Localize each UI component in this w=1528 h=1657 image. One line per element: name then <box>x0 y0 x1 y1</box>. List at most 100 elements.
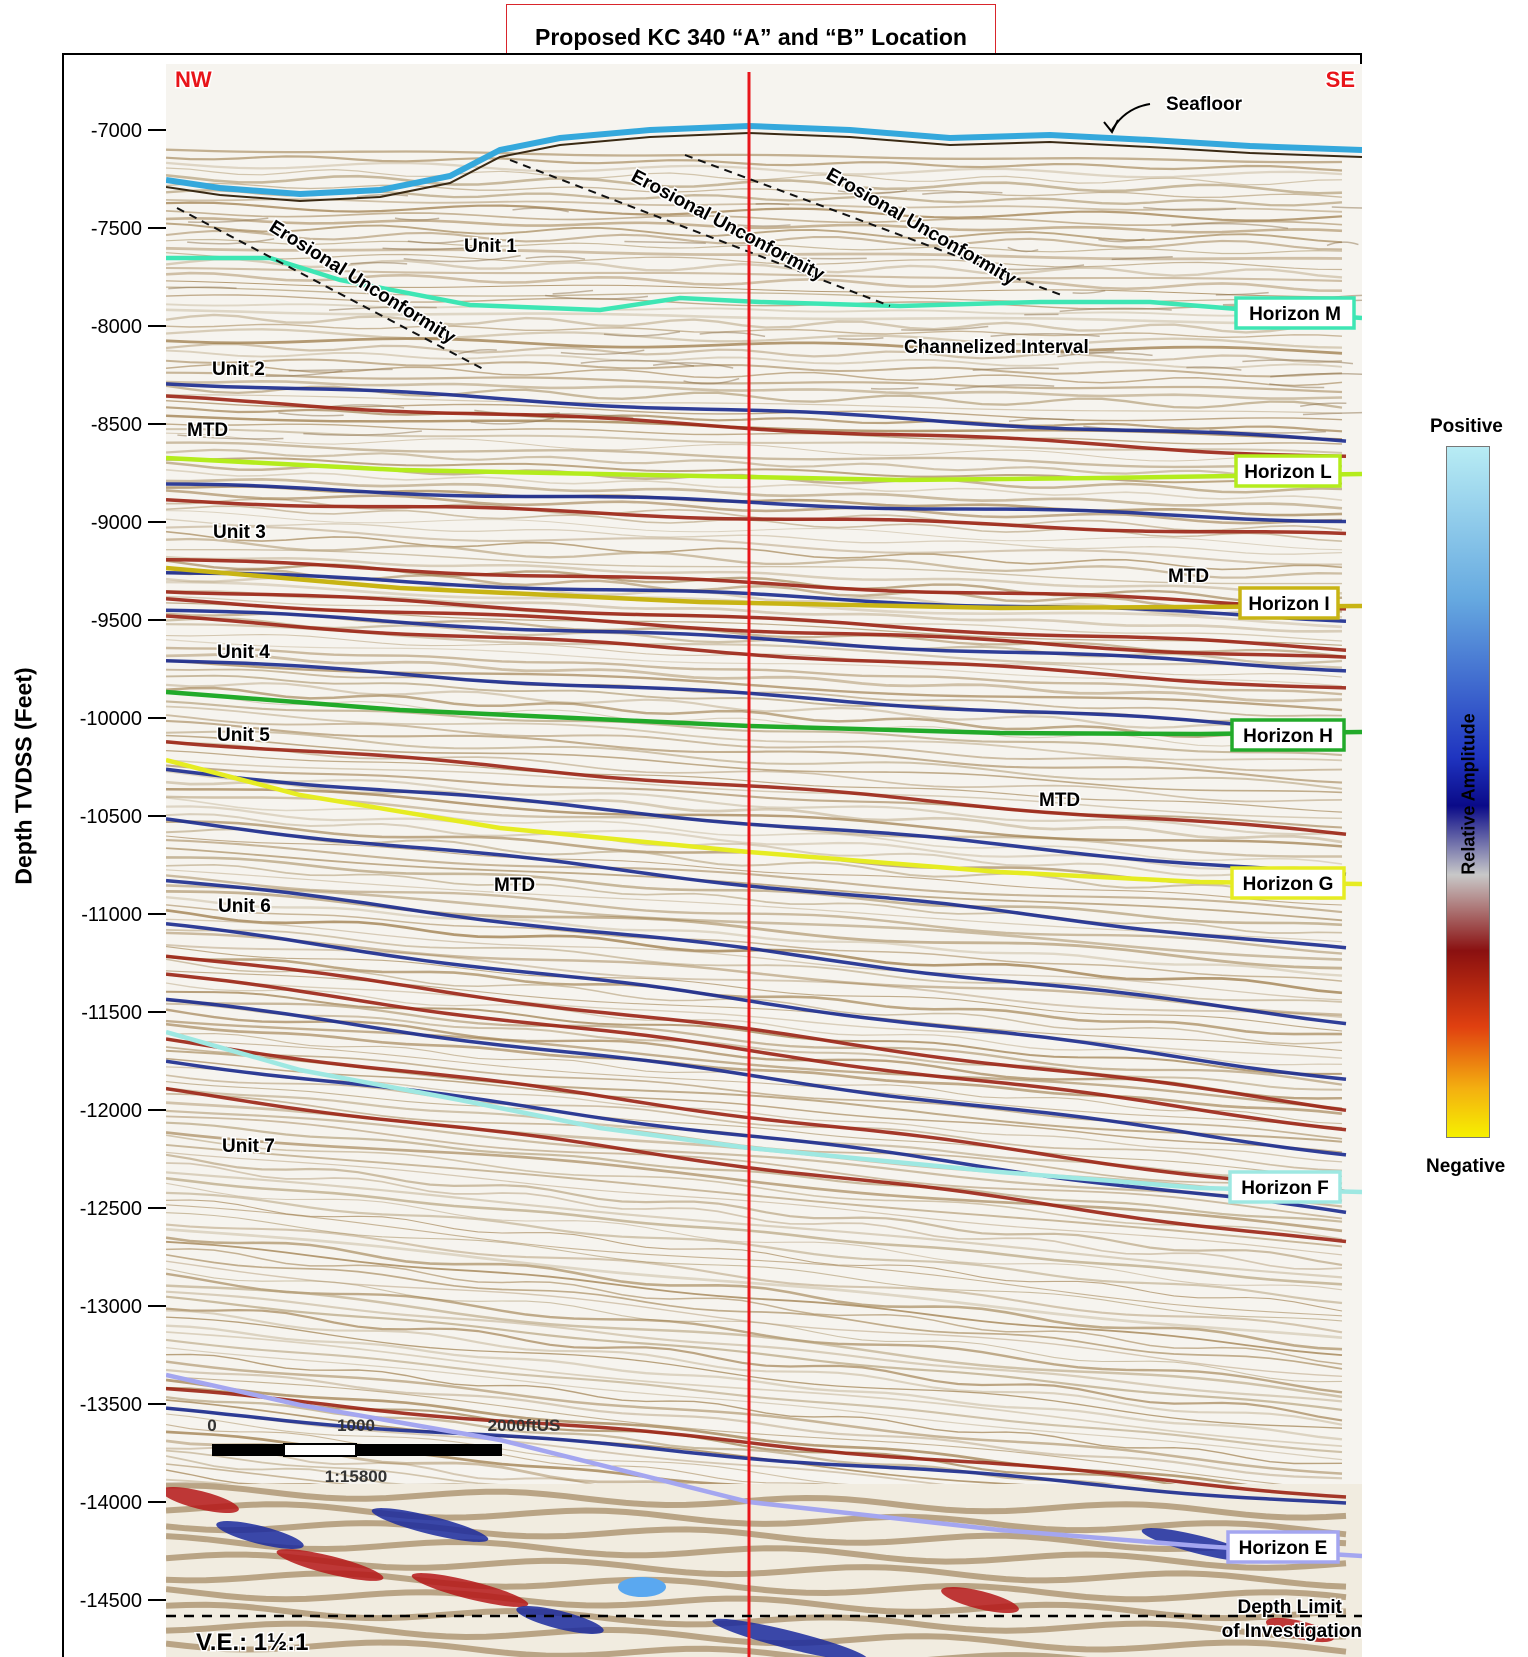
y-tick-label: -7500 <box>91 218 142 240</box>
reflector-trace <box>166 734 1343 794</box>
reflector-trace <box>166 835 1343 906</box>
amplitude-reflector <box>166 1037 1347 1194</box>
reflector-trace <box>166 617 1343 665</box>
chaotic-reflector <box>1331 206 1362 209</box>
reflector-trace <box>166 764 1343 829</box>
deep-reflector <box>166 1639 1088 1657</box>
amplitude-reflector <box>166 1406 1347 1505</box>
deep-amplitude-blob <box>371 1508 489 1542</box>
amplitude-reflector <box>166 394 1347 459</box>
reflector-trace <box>166 1324 1343 1441</box>
reflector-trace <box>166 1002 1343 1091</box>
amplitude-reflector <box>166 482 1347 524</box>
reflector-trace <box>166 432 1343 462</box>
reflector-trace <box>166 1134 1343 1240</box>
chaotic-reflector <box>1269 383 1325 389</box>
reflector-trace <box>166 167 1343 186</box>
chaotic-reflector <box>1186 366 1242 371</box>
reflector-trace <box>166 999 1343 1086</box>
deep-reflector <box>166 1533 1347 1571</box>
reflector-trace <box>166 323 1343 339</box>
reflector-trace <box>166 246 1343 261</box>
reflector-trace <box>166 955 1343 1036</box>
reflector-trace <box>166 890 1343 970</box>
chaotic-reflector <box>458 349 497 355</box>
amplitude-reflector <box>166 972 1347 1132</box>
erosional-unconformity-dash <box>684 154 1065 297</box>
reflector-trace <box>166 379 1343 400</box>
reflector-trace <box>166 406 1343 433</box>
reflector-trace <box>166 797 1343 865</box>
chaotic-reflector <box>901 325 989 331</box>
y-tick-label: -13000 <box>80 1296 142 1318</box>
horizon-label: Horizon I <box>1248 594 1329 615</box>
reflector-trace <box>166 1353 1343 1465</box>
horizon-label-box <box>1234 296 1356 330</box>
horizon-label: Horizon G <box>1243 874 1334 895</box>
chaotic-reflector <box>1242 359 1354 365</box>
amplitude-reflector <box>166 767 1347 876</box>
chaotic-reflector <box>1111 256 1173 261</box>
chaotic-reflector <box>394 217 440 221</box>
reflector-trace <box>166 1347 1343 1461</box>
y-tick-label: -10000 <box>80 708 142 730</box>
reflector-trace <box>166 457 1343 485</box>
reflector-trace <box>166 742 1343 803</box>
amplitude-reflector <box>166 817 1347 950</box>
scale-ratio-label: 1:15800 <box>325 1467 387 1486</box>
reflector-trace <box>166 974 1343 1059</box>
horizon-lines <box>166 122 1362 1559</box>
chaotic-reflector <box>350 261 408 265</box>
chaotic-reflector <box>407 238 474 244</box>
reflector-trace <box>166 349 1343 369</box>
chaotic-reflector <box>1072 289 1106 294</box>
reflector-trace <box>166 489 1343 525</box>
scale-bar-tick-label: 1000 <box>337 1416 375 1435</box>
chaotic-reflector <box>624 240 706 244</box>
reflector-trace <box>166 653 1343 703</box>
reflector-trace <box>166 1307 1343 1422</box>
amplitude-reflector <box>166 608 1347 673</box>
reflector-trace <box>166 646 1343 696</box>
reflector-trace <box>166 510 1343 551</box>
chaotic-reflector <box>737 224 791 227</box>
reflector-trace <box>166 1162 1343 1270</box>
reflector-trace <box>166 1227 1343 1340</box>
horizon-label: Horizon M <box>1249 304 1341 325</box>
deep-reflector <box>166 1482 1347 1521</box>
channelized-interval-label: Channelized Interval <box>904 337 1089 358</box>
chaotic-reflector <box>222 370 343 378</box>
deep-amplitude-blob <box>941 1586 1019 1614</box>
reflector-trace <box>166 750 1343 813</box>
reflector-trace <box>166 161 1343 179</box>
chaotic-reflector <box>683 377 740 385</box>
colorbar-positive-label: Positive <box>1430 416 1503 437</box>
chaotic-reflector <box>1302 411 1362 416</box>
y-tick-label: -13500 <box>80 1394 142 1416</box>
y-tick-label: -10500 <box>80 806 142 828</box>
chaotic-reflector <box>356 193 408 198</box>
reflector-trace <box>166 1151 1343 1256</box>
colorbar-title: Relative Amplitude <box>1458 713 1479 875</box>
reflector-trace <box>166 1171 1343 1279</box>
chaotic-reflector <box>580 359 695 367</box>
y-tick-label: -11000 <box>81 904 142 926</box>
reflector-trace <box>166 280 1343 298</box>
amplitude-reflector <box>166 740 1347 836</box>
amplitude-reflector <box>166 614 1347 690</box>
reflector-trace <box>166 1121 1343 1223</box>
horizon-line <box>166 689 1362 737</box>
y-tick-label: -11500 <box>81 1002 142 1024</box>
unit-label: Unit 2 <box>212 359 265 380</box>
deep-reflector <box>166 1586 1347 1622</box>
scale-bar-tick-label: 0 <box>207 1416 216 1435</box>
unit-label: Unit 3 <box>213 522 266 543</box>
reflector-trace <box>166 1131 1343 1233</box>
chaotic-reflector <box>1059 307 1172 313</box>
reflector-trace <box>166 363 1343 387</box>
chaotic-reflector <box>1300 402 1347 407</box>
reflector-trace <box>166 929 1343 1003</box>
chaotic-reflector <box>303 430 422 437</box>
reflector-trace <box>166 714 1343 772</box>
